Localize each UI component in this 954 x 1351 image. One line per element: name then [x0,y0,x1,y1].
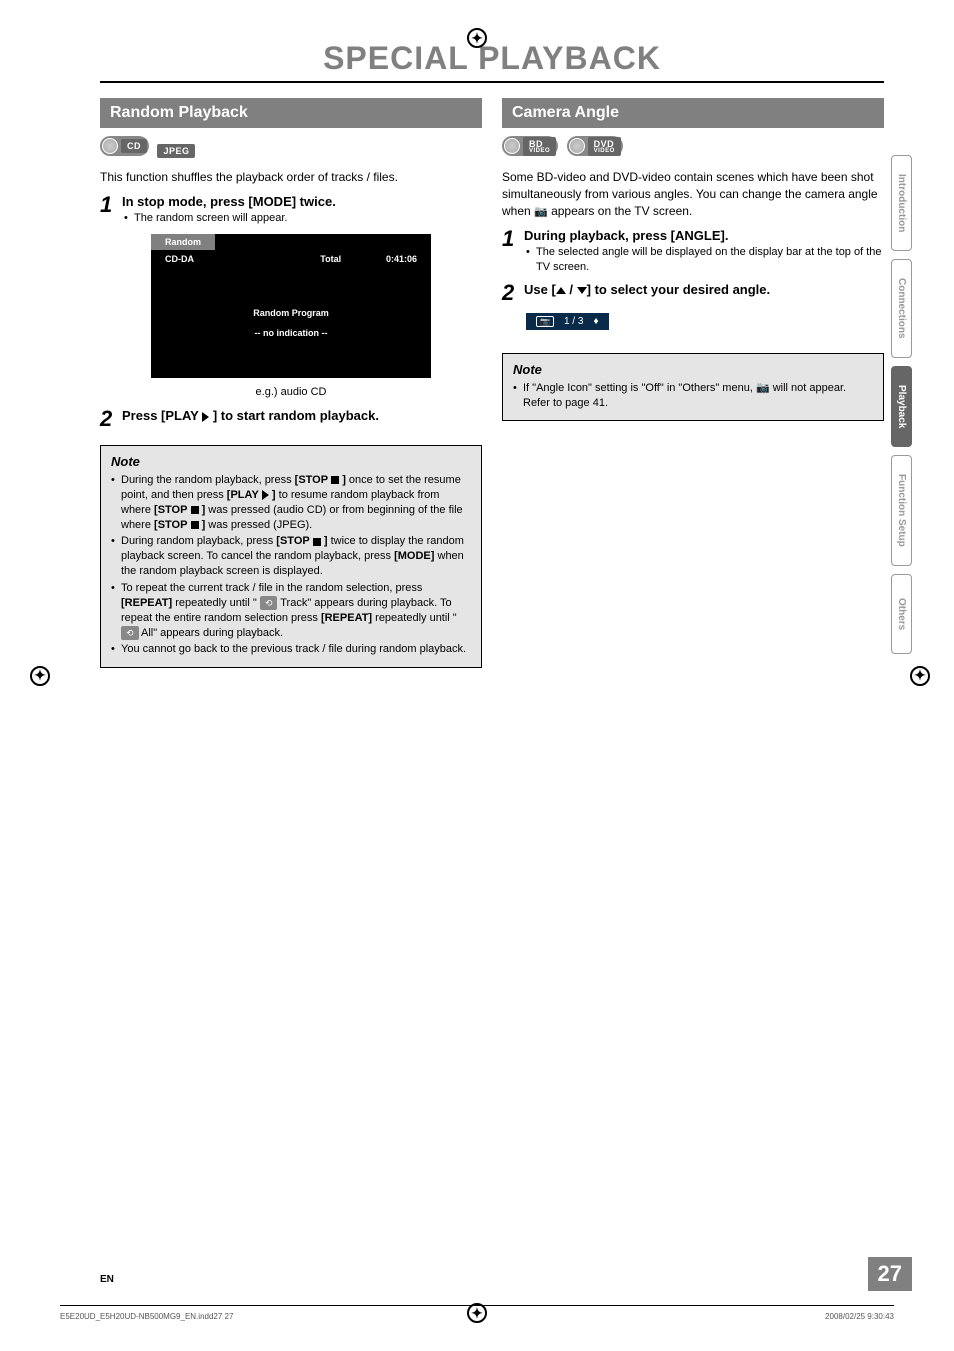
step-number: 1 [100,194,122,226]
screen-tab: Random [151,234,215,250]
note-title: Note [111,454,471,469]
screen-line1: Random Program [253,308,329,318]
disc-badges-right: BDVIDEO DVDVIDEO [502,136,884,159]
step1-title: In stop mode, press [MODE] twice. [122,194,482,211]
badge-dvd: DVDVIDEO [588,137,621,156]
screen-caption: e.g.) audio CD [100,386,482,398]
crop-mark-right: ✦ [910,666,930,686]
screen-row-right: 0:41:06 [386,254,417,264]
note-item: You cannot go back to the previous track… [111,642,471,657]
section-header-angle: Camera Angle [502,98,884,128]
tab-others[interactable]: Others [891,574,912,654]
disc-icon [102,138,118,154]
play-icon [262,490,269,500]
step-number: 2 [502,282,524,304]
camera-icon: 📷 [756,381,770,396]
step1-sub-right: The selected angle will be displayed on … [524,245,884,276]
badge-bd: BDVIDEO [523,137,556,156]
tab-playback[interactable]: Playback [891,366,912,447]
disc-icon [569,138,585,154]
stop-icon [313,538,321,546]
tab-introduction[interactable]: Introduction [891,155,912,251]
step2-title: Press [PLAY ] to start random playback. [122,408,482,425]
screen-row-left: CD-DA [165,254,275,264]
updown-icon: ♦ [593,316,598,327]
stop-icon [191,506,199,514]
footer-date: 2008/02/25 9:30:43 [825,1312,894,1321]
repeat-icon: ⟲ [260,596,278,610]
note-item: During the random playback, press [STOP … [111,473,471,532]
crop-mark-bottom: ✦ [467,1303,487,1323]
screen-row-mid: Total [275,254,385,264]
page-title: SPECIAL PLAYBACK [100,40,884,77]
intro-left: This function shuffles the playback orde… [100,169,482,186]
title-rule [100,81,884,83]
down-arrow-icon [577,287,587,294]
badge-cd: CD [121,139,147,153]
random-screen: Random CD-DA Total 0:41:06 Random Progra… [151,234,431,378]
repeat-icon: ⟲ [121,626,139,640]
angle-display-bar: 📷 1 / 3 ♦ [526,313,609,330]
side-tabs: Introduction Connections Playback Functi… [891,155,912,654]
crop-mark-top: ✦ [467,28,487,48]
note-item: If "Angle Icon" setting is "Off" in "Oth… [513,381,873,411]
intro-right: Some BD-video and DVD-video contain scen… [502,169,884,220]
step-number: 2 [100,408,122,430]
left-column: Random Playback CD JPEG This function sh… [100,98,482,668]
step-number: 1 [502,228,524,276]
screen-line2: -- no indication -- [255,328,328,338]
section-header-random: Random Playback [100,98,482,128]
note-item: To repeat the current track / file in th… [111,581,471,640]
crop-mark-left: ✦ [30,666,50,686]
step2-title-right: Use [ / ] to select your desired angle. [524,282,884,299]
stop-icon [191,521,199,529]
tab-connections[interactable]: Connections [891,259,912,358]
angle-value: 1 / 3 [564,316,583,327]
step1-title-right: During playback, press [ANGLE]. [524,228,884,245]
stop-icon [331,476,339,484]
note-box-right: Note If "Angle Icon" setting is "Off" in… [502,353,884,422]
step1-sub: The random screen will appear. [122,211,482,226]
note-item: During random playback, press [STOP ] tw… [111,534,471,579]
badge-jpeg: JPEG [157,144,195,158]
up-arrow-icon [556,287,566,294]
note-title: Note [513,362,873,377]
right-column: Camera Angle BDVIDEO DVDVIDEO Some BD-vi… [502,98,884,668]
disc-icon [504,138,520,154]
camera-icon: 📷 [534,205,548,220]
camera-icon: 📷 [536,316,554,327]
tab-function-setup[interactable]: Function Setup [891,455,912,566]
lang-label: EN [100,1274,114,1285]
disc-badges-left: CD JPEG [100,136,482,159]
note-box-left: Note During the random playback, press [… [100,445,482,668]
footer-file: E5E20UD_E5H20UD-NB500MG9_EN.indd27 27 [60,1312,233,1321]
page-number: 27 [868,1257,912,1291]
